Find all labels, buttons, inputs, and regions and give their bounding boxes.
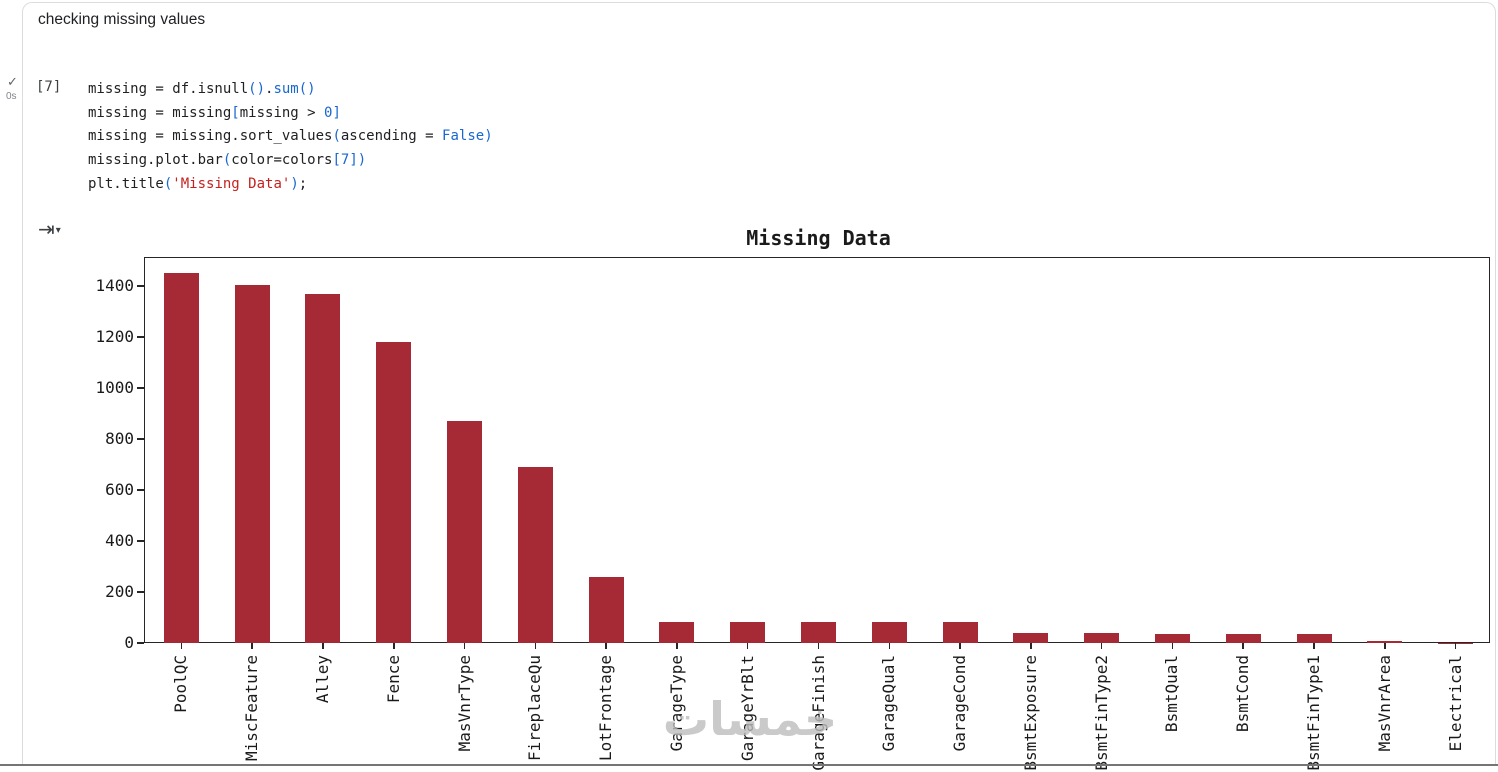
execution-count: [7]: [36, 79, 62, 95]
x-tick-label: MasVnrArea: [1374, 655, 1394, 752]
x-tick: [1100, 643, 1103, 649]
y-tick: [137, 285, 144, 287]
bar-BsmtFinType2: [1084, 633, 1120, 643]
x-tick: [251, 643, 253, 649]
y-tick-label: 800: [105, 429, 134, 449]
x-tick-label: Alley: [312, 655, 332, 704]
y-tick-label: 1000: [95, 378, 134, 398]
watermark-text: خمسات: [662, 692, 838, 746]
x-tick-label: GarageQual: [879, 655, 899, 752]
bar-BsmtQual: [1154, 633, 1190, 643]
output-options-icon[interactable]: ⇥▾: [38, 217, 61, 241]
bar-MasVnrArea: [1367, 640, 1403, 643]
code-editor[interactable]: missing = df.isnull().sum() missing = mis…: [88, 78, 493, 197]
bar-GarageFinish: [801, 622, 836, 643]
bar-BsmtExposure: [1013, 633, 1049, 643]
x-tick: [1030, 643, 1032, 649]
y-tick-label: 0: [124, 633, 134, 652]
x-tick-label: Electrical: [1445, 655, 1465, 752]
bar-Alley: [305, 293, 341, 643]
bar-FireplaceQu: [517, 467, 553, 643]
x-tick: [1242, 643, 1244, 649]
y-tick: [137, 591, 144, 593]
execution-time: 0s: [6, 91, 17, 102]
x-tick: [1313, 643, 1315, 649]
x-tick: [322, 643, 324, 649]
chart-title: Missing Data: [746, 226, 891, 250]
bar-Fence: [376, 342, 412, 643]
execution-success-check-icon: ✓: [7, 74, 18, 89]
x-tick-label: BsmtCond: [1233, 655, 1253, 733]
bar-GarageCond: [942, 622, 978, 643]
y-tick: [137, 438, 144, 440]
x-tick-label: BsmtFinType2: [1091, 655, 1111, 771]
y-tick: [137, 387, 144, 389]
code-line: missing.plot.bar(color=colors[7]): [88, 152, 367, 169]
code-line: plt.title('Missing Data');: [88, 175, 308, 192]
x-tick: [817, 643, 820, 649]
x-tick-label: GarageCond: [950, 655, 970, 752]
bar-BsmtCond: [1225, 633, 1261, 643]
x-tick: [463, 643, 466, 649]
x-tick: [605, 643, 607, 649]
y-tick-label: 1400: [95, 276, 134, 296]
bar-LotFrontage: [588, 576, 624, 643]
x-tick-label: LotFrontage: [596, 655, 616, 761]
markdown-cell-text: checking missing values: [38, 11, 206, 28]
caret-down-icon: ▾: [55, 225, 61, 236]
y-tick-label: 1200: [95, 327, 134, 347]
y-tick-label: 400: [105, 531, 134, 550]
bar-GarageYrBlt: [730, 622, 766, 643]
x-tick-label: FireplaceQu: [525, 655, 545, 761]
x-tick-label: PoolQC: [171, 655, 191, 713]
y-tick: [137, 642, 144, 644]
y-tick: [137, 336, 144, 338]
code-line: missing = missing.sort_values(ascending …: [88, 128, 493, 145]
x-tick-label: MasVnrType: [454, 655, 474, 752]
x-tick: [1384, 643, 1386, 649]
x-tick: [393, 643, 395, 649]
x-tick: [676, 643, 678, 649]
x-tick-label: BsmtQual: [1162, 655, 1182, 733]
bar-BsmtFinType1: [1296, 633, 1332, 643]
x-tick: [888, 643, 891, 649]
x-tick: [534, 643, 537, 649]
bar-GarageType: [659, 622, 695, 643]
bar-MiscFeature: [234, 284, 270, 643]
bar-MasVnrType: [447, 420, 483, 643]
bottom-separator: [0, 764, 1498, 766]
x-tick: [180, 643, 183, 649]
code-line: missing = df.isnull().sum(): [88, 81, 316, 97]
bar-PoolQC: [163, 272, 199, 643]
y-tick-label: 200: [105, 582, 134, 601]
y-tick-label: 600: [105, 480, 134, 500]
x-tick: [1171, 643, 1174, 649]
x-tick: [746, 643, 749, 649]
x-tick-label: BsmtExposure: [1020, 655, 1040, 771]
plot-frame: [144, 257, 1490, 643]
y-tick: [137, 489, 144, 491]
bar-GarageQual: [871, 622, 907, 643]
y-tick: [137, 540, 144, 542]
x-tick: [959, 643, 961, 649]
x-tick-label: BsmtFinType1: [1304, 655, 1324, 771]
output-arrow-icon: ⇥: [38, 217, 55, 241]
x-tick-label: MiscFeature: [242, 655, 262, 761]
code-line: missing = missing[missing > 0]: [88, 104, 341, 121]
x-tick: [1454, 643, 1457, 649]
x-tick-label: Fence: [383, 655, 403, 704]
